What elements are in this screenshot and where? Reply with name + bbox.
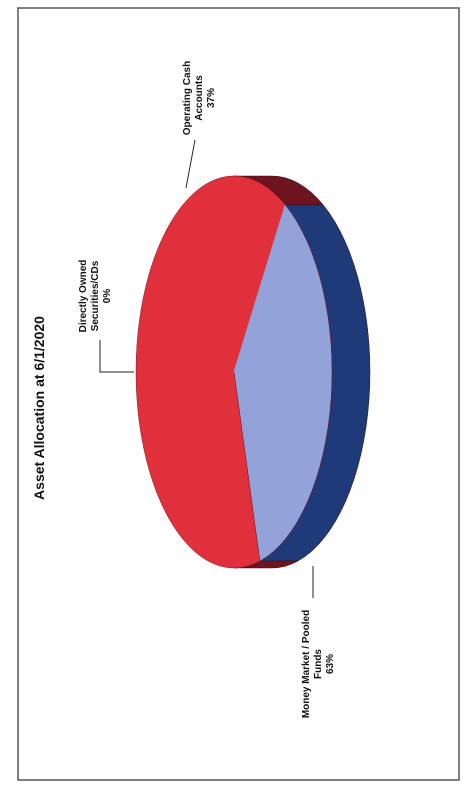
slice-label-line: Operating Cash (182, 61, 193, 135)
pie-group (135, 175, 371, 569)
page-border (17, 7, 460, 781)
slice-label-line: Securities/CDs (90, 260, 101, 331)
slice-label-line: Funds (313, 649, 324, 679)
chart-title: Asset Allocation at 6/1/2020 (31, 316, 47, 500)
leader-line-operating (185, 139, 196, 189)
slice-label-money-market: Money Market / Pooled Funds 63% (301, 610, 336, 718)
slice-label-directly-owned: Directly Owned Securities/CDs 0% (78, 260, 113, 333)
pie-slice (233, 204, 333, 562)
slice-label-line: Money Market / Pooled (301, 610, 312, 718)
slice-percent: 63% (325, 654, 336, 674)
pie-slice (233, 204, 286, 373)
slice-label-operating-cash: Operating Cash Accounts 37% (182, 61, 217, 135)
slice-label-line: Directly Owned (78, 260, 89, 333)
slice-label-line: Accounts (194, 75, 205, 121)
pie-slice (135, 175, 286, 569)
slice-percent: 37% (206, 88, 217, 108)
slice-percent: 0% (102, 289, 113, 304)
leader-line-securities (99, 340, 134, 373)
